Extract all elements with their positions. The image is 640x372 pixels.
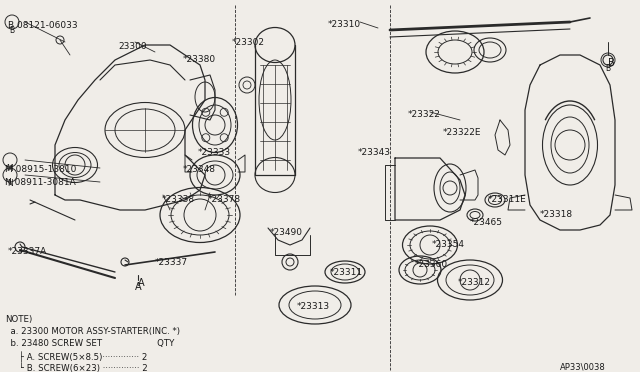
Text: B: B xyxy=(605,64,611,73)
Text: *23338: *23338 xyxy=(162,195,195,204)
Text: *23490: *23490 xyxy=(270,228,303,237)
Text: N: N xyxy=(7,179,13,188)
Text: *23322: *23322 xyxy=(408,110,441,119)
Text: *23313: *23313 xyxy=(297,302,330,311)
Text: *23354: *23354 xyxy=(432,240,465,249)
Text: N 08911-3081A: N 08911-3081A xyxy=(5,178,76,187)
Text: *23337A: *23337A xyxy=(8,247,47,256)
Text: A: A xyxy=(134,282,141,292)
Text: *23348: *23348 xyxy=(183,165,216,174)
Text: *23310: *23310 xyxy=(328,20,361,29)
Text: 23300: 23300 xyxy=(118,42,147,51)
Text: ├ A. SCREW(5×8.5)·············· 2: ├ A. SCREW(5×8.5)·············· 2 xyxy=(5,351,147,362)
Circle shape xyxy=(243,81,251,89)
Text: b. 23480 SCREW SET                    QTY: b. 23480 SCREW SET QTY xyxy=(5,339,174,348)
Text: *23337: *23337 xyxy=(155,258,188,267)
Text: *23302: *23302 xyxy=(232,38,265,47)
Text: M: M xyxy=(6,164,13,173)
Text: NOTE): NOTE) xyxy=(5,315,32,324)
Text: a. 23300 MOTOR ASSY-STARTER(INC. *): a. 23300 MOTOR ASSY-STARTER(INC. *) xyxy=(5,327,180,336)
Text: B: B xyxy=(10,26,15,35)
Text: *23318: *23318 xyxy=(540,210,573,219)
Text: AP33\0038: AP33\0038 xyxy=(560,362,605,371)
Text: *23343: *23343 xyxy=(358,148,391,157)
Text: *23465: *23465 xyxy=(470,218,503,227)
Text: *23311E: *23311E xyxy=(488,195,527,204)
Text: *23311: *23311 xyxy=(330,268,363,277)
Text: B 08121-06033: B 08121-06033 xyxy=(8,21,77,30)
Text: *23380: *23380 xyxy=(183,55,216,64)
Text: *23322E: *23322E xyxy=(443,128,481,137)
Text: A: A xyxy=(138,278,145,288)
Text: *23333: *23333 xyxy=(198,148,231,157)
Text: *23378: *23378 xyxy=(208,195,241,204)
Text: M 08915-13810: M 08915-13810 xyxy=(5,165,76,174)
Text: B: B xyxy=(608,58,615,68)
Text: *23312: *23312 xyxy=(458,278,491,287)
Text: *23360: *23360 xyxy=(415,260,448,269)
Text: └ B. SCREW(6×23) ·············· 2: └ B. SCREW(6×23) ·············· 2 xyxy=(5,363,148,372)
